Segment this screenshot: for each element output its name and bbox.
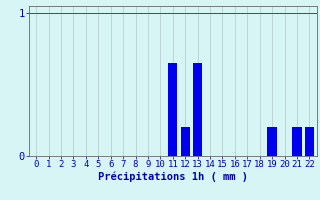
X-axis label: Précipitations 1h ( mm ): Précipitations 1h ( mm )	[98, 172, 248, 182]
Bar	[292, 127, 301, 156]
Bar	[268, 127, 277, 156]
Bar	[168, 63, 178, 156]
Bar	[193, 63, 202, 156]
Bar	[180, 127, 190, 156]
Bar	[305, 127, 314, 156]
